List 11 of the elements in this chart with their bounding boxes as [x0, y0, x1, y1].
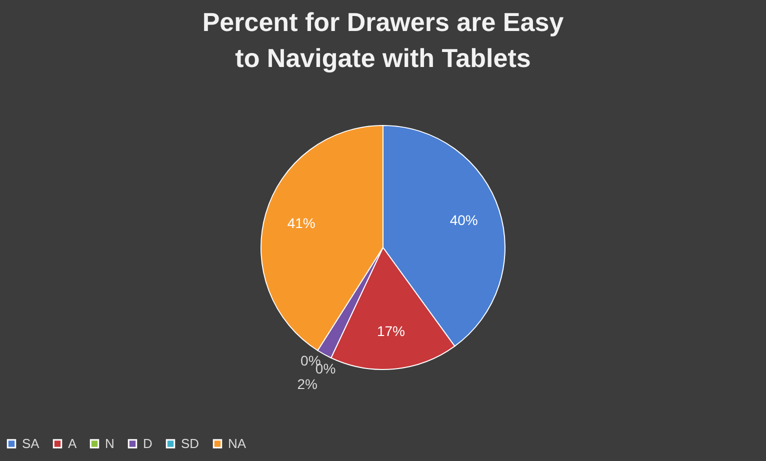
legend-label: SD: [181, 436, 200, 451]
chart-title: Percent for Drawers are Easy to Navigate with Tablets: [202, 7, 564, 73]
data-label: 40%: [450, 212, 478, 228]
legend-label: D: [143, 436, 152, 451]
data-label: 17%: [376, 323, 406, 340]
legend-label: N: [105, 436, 114, 451]
legend-label: NA: [228, 436, 246, 451]
legend-label: SA: [22, 436, 40, 451]
data-label: 41%: [287, 214, 316, 231]
data-label: 2%: [297, 376, 318, 392]
legend-label: A: [68, 436, 77, 451]
